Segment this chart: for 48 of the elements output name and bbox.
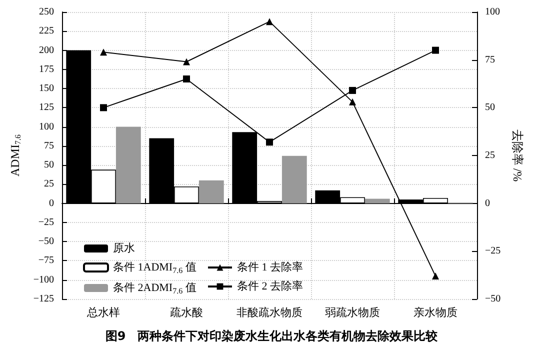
bar — [282, 156, 307, 204]
y-tick-label: 225 — [39, 26, 54, 37]
y-tick-label: 75 — [44, 140, 54, 152]
y-tick-label: −100 — [33, 274, 54, 286]
x-tick-label: 非酸疏水物质 — [236, 306, 302, 319]
point — [266, 138, 273, 146]
y-tick-label: 200 — [39, 44, 54, 56]
bar — [116, 126, 141, 204]
y2-axis-title: 去除率 /% — [510, 129, 525, 182]
text: 图9 两种条件下对印染废水生化出水各类有机物去除效果比较 — [105, 329, 439, 343]
y-axis-title: ADMI7.6 — [8, 134, 22, 176]
legend-label: 条件 2 去除率 — [237, 280, 303, 292]
point — [100, 48, 107, 56]
y-tick-label: 175 — [39, 64, 54, 75]
point — [432, 272, 439, 280]
y2-tick-label: 100 — [485, 6, 500, 18]
legend-label: 条件 1 去除率 — [237, 260, 303, 274]
x-tick-label: 亲水物质 — [414, 306, 458, 319]
point — [349, 98, 356, 106]
x-tick-label: 弱疏水物质 — [325, 306, 380, 319]
bar — [198, 180, 224, 204]
y2-tick-label: 75 — [485, 54, 495, 66]
y2-tick-label: 25 — [485, 150, 495, 161]
y-tick-label: 150 — [39, 83, 54, 94]
point — [266, 18, 273, 26]
point — [432, 46, 439, 54]
point — [183, 58, 190, 66]
x-tick-label: 疏水酸 — [170, 306, 203, 319]
bar — [364, 198, 390, 204]
y-tick-label: 125 — [39, 102, 54, 114]
y-tick-label: −50 — [38, 236, 54, 248]
y-tick-label: 100 — [39, 121, 54, 132]
y2-tick-label: 50 — [485, 102, 495, 114]
y2-tick-label: −25 — [485, 246, 501, 257]
y-tick-label: −25 — [38, 216, 54, 228]
y2-tick-label: −50 — [485, 294, 501, 304]
y-tick-label: 250 — [39, 6, 54, 18]
y-tick-label: −75 — [38, 255, 54, 266]
y2-tick-label: 0 — [485, 198, 490, 209]
y-tick-label: −125 — [33, 294, 54, 304]
y-tick-label: 50 — [44, 160, 54, 171]
legend-label: 原水 — [113, 242, 135, 254]
x-tick-label: 总水样 — [86, 306, 120, 319]
point — [100, 104, 107, 112]
y-tick-label: 25 — [44, 178, 54, 190]
y-tick-label: 0 — [49, 198, 54, 209]
point — [349, 86, 356, 94]
point — [183, 75, 190, 82]
